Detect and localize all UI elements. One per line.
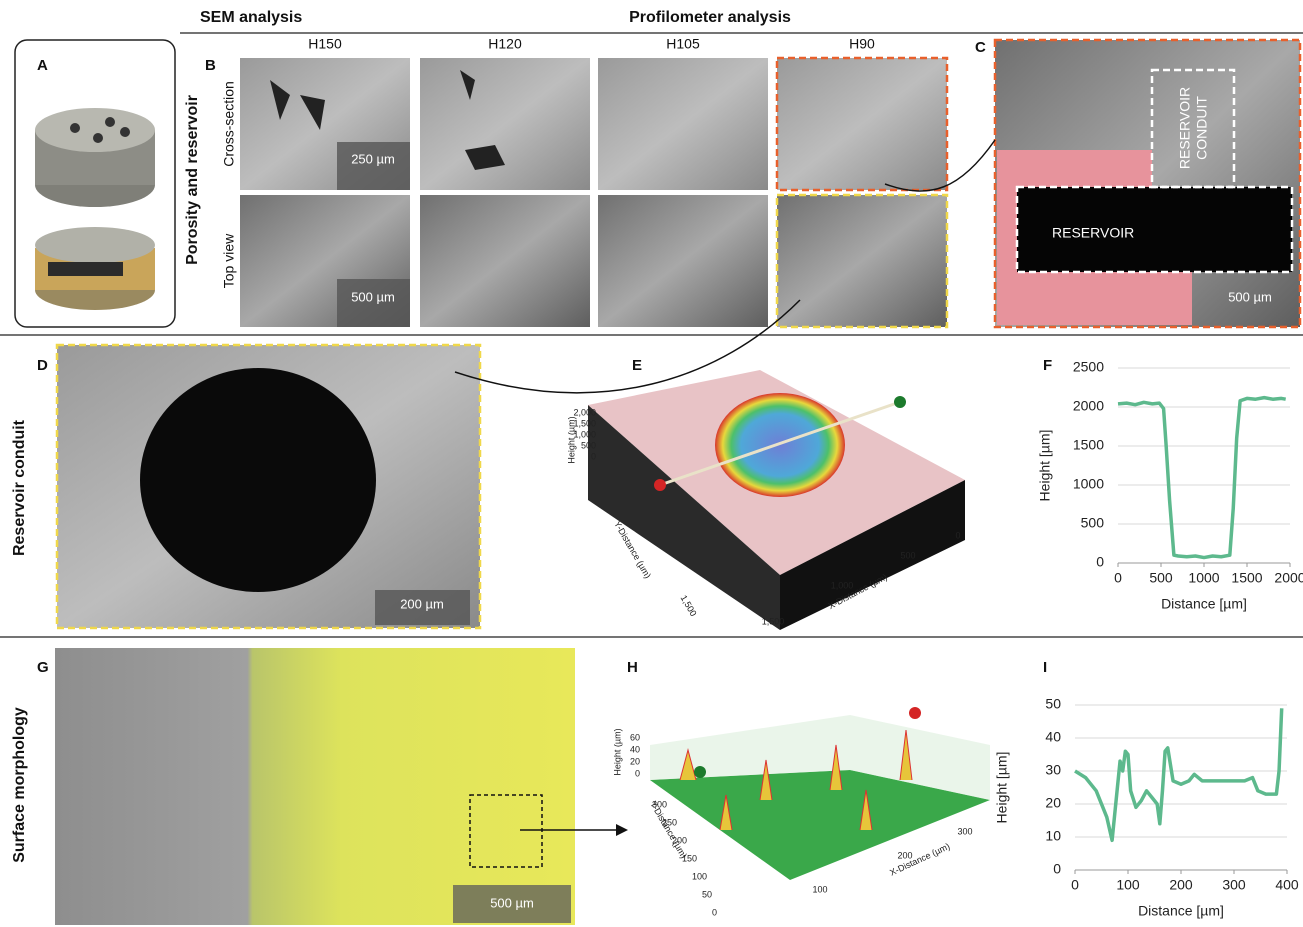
tick-label: 200 xyxy=(897,850,912,860)
y-tick-label: 1500 xyxy=(1073,437,1104,453)
panel-label: E xyxy=(632,357,642,374)
y-tick-label: 20 xyxy=(1045,795,1061,811)
tick-label: 200 xyxy=(672,835,687,845)
column-label: H150 xyxy=(308,36,342,52)
x-tick-label: 300 xyxy=(1222,877,1246,893)
tick-label: 20 xyxy=(630,756,640,766)
y-axis-label: Height [µm] xyxy=(994,752,1010,824)
y-tick-label: 40 xyxy=(1045,729,1061,745)
tick-label: 2,000 xyxy=(573,407,596,417)
y-tick-label: 2500 xyxy=(1073,359,1104,375)
tick-label: 1,000 xyxy=(573,429,596,439)
x-tick-label: 1500 xyxy=(1231,570,1262,586)
x-tick-label: 200 xyxy=(1169,877,1193,893)
tick-label: 150 xyxy=(682,853,697,863)
row-title: Porosity and reservoir xyxy=(184,95,201,265)
tick-label: 300 xyxy=(652,799,667,809)
tick-label: 50 xyxy=(702,889,712,899)
scale-bar-label: 200 µm xyxy=(400,596,444,611)
y-tick-label: 0 xyxy=(1053,861,1061,877)
panel-label: B xyxy=(205,57,216,74)
tick-label: 250 xyxy=(662,817,677,827)
y-tick-label: 0 xyxy=(1096,554,1104,570)
tick-label: 60 xyxy=(630,732,640,742)
panel-label: C xyxy=(975,39,986,56)
x-tick-label: 2000 xyxy=(1274,570,1303,586)
header-profilometer: Profilometer analysis xyxy=(629,9,791,26)
x-tick-label: 0 xyxy=(1114,570,1122,586)
column-label: H120 xyxy=(488,36,522,52)
tick-label: 0 xyxy=(712,907,717,917)
scale-bar-label: 500 µm xyxy=(1228,289,1272,304)
x-tick-label: 500 xyxy=(1149,570,1173,586)
row-label: Cross-section xyxy=(221,81,237,167)
tick-label: 0 xyxy=(635,768,640,778)
header-sem: SEM analysis xyxy=(200,9,302,26)
tick-label: 1,000 xyxy=(831,580,854,590)
reservoir-label: RESERVOIR xyxy=(1052,225,1134,241)
panel-label: A xyxy=(37,57,48,74)
tick-label: 40 xyxy=(630,744,640,754)
tick-label: 500 xyxy=(581,440,596,450)
data-line xyxy=(1118,398,1286,558)
x-tick-label: 400 xyxy=(1275,877,1299,893)
column-label: H90 xyxy=(849,36,875,52)
x-tick-label: 0 xyxy=(1071,877,1079,893)
panel-label: G xyxy=(37,659,49,676)
row-label: Top view xyxy=(221,233,237,288)
y-axis-label: Height [µm] xyxy=(1037,430,1053,502)
panel-label: I xyxy=(1043,659,1047,676)
tick-label: 0 xyxy=(591,451,596,461)
y-tick-label: 50 xyxy=(1045,696,1061,712)
row-title: Reservoir conduit xyxy=(11,419,28,556)
tick-label: 1,500 xyxy=(679,593,699,618)
figure: SEM analysis Profilometer analysis 250 µ… xyxy=(0,0,1303,927)
panel-label: F xyxy=(1043,357,1052,374)
tick-label: 0 xyxy=(955,530,960,540)
tick-label: 1,500 xyxy=(573,418,596,428)
tick-label: 1,500 xyxy=(762,616,785,626)
panel-e-surface xyxy=(588,370,965,630)
panel-label: H xyxy=(627,659,638,676)
column-label: H105 xyxy=(666,36,700,52)
conduit-label: CONDUIT xyxy=(1194,96,1210,160)
tick-label: 100 xyxy=(692,871,707,881)
row-title: Surface morphology xyxy=(11,707,28,863)
panel-c-image xyxy=(995,40,1300,327)
panel-g-image xyxy=(55,648,628,925)
scale-bar-label: 250 µm xyxy=(351,151,395,166)
x-tick-label: 100 xyxy=(1116,877,1140,893)
axis-label: Height (µm) xyxy=(612,728,622,775)
tick-label: 300 xyxy=(957,826,972,836)
scale-bar-label: 500 µm xyxy=(490,895,534,910)
x-axis-label: Distance [µm] xyxy=(1161,596,1247,612)
tick-label: 100 xyxy=(812,884,827,894)
tick-label: 500 xyxy=(900,550,915,560)
y-tick-label: 2000 xyxy=(1073,398,1104,414)
data-line xyxy=(1075,708,1282,840)
scale-bar-label: 500 µm xyxy=(351,289,395,304)
panel-label: D xyxy=(37,357,48,374)
y-tick-label: 1000 xyxy=(1073,476,1104,492)
y-tick-label: 500 xyxy=(1081,515,1105,531)
x-axis-label: Distance [µm] xyxy=(1138,903,1224,919)
x-tick-label: 1000 xyxy=(1188,570,1219,586)
y-tick-label: 10 xyxy=(1045,828,1061,844)
y-tick-label: 30 xyxy=(1045,762,1061,778)
implant-photo xyxy=(35,108,155,310)
panel-d-image xyxy=(57,345,480,628)
conduit-label: RESERVOIR xyxy=(1177,87,1193,169)
